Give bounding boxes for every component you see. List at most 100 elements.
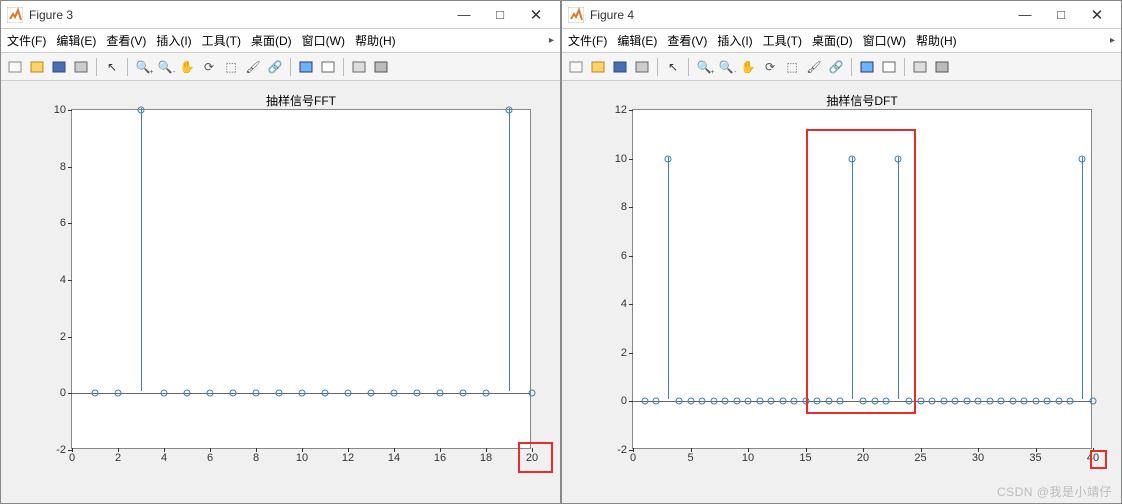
menu-item[interactable]: 编辑(E)	[56, 32, 96, 49]
minimize-button[interactable]: —	[1007, 3, 1043, 27]
title-bar[interactable]: Figure 3 — □ ✕	[1, 1, 560, 29]
dock-icon[interactable]	[371, 57, 391, 77]
x-tick-mark	[440, 448, 441, 452]
matlab-icon	[568, 7, 584, 23]
menu-item[interactable]: 帮助(H)	[355, 32, 396, 49]
datacursor-icon[interactable]: ⬚	[782, 57, 802, 77]
toolbar-separator	[851, 58, 852, 76]
stem-marker	[1044, 398, 1051, 405]
zoom-out-icon[interactable]: 🔍-	[716, 57, 736, 77]
zoom-out-icon[interactable]: 🔍-	[155, 57, 175, 77]
datacursor-icon[interactable]: ⬚	[221, 57, 241, 77]
menu-item[interactable]: 文件(F)	[568, 32, 607, 49]
save-icon[interactable]	[49, 57, 69, 77]
y-tick-label: 10	[615, 153, 627, 165]
open-icon[interactable]	[588, 57, 608, 77]
stem-marker	[791, 398, 798, 405]
print-icon[interactable]	[71, 57, 91, 77]
save-icon[interactable]	[610, 57, 630, 77]
menu-overflow-icon[interactable]: ▸	[1110, 35, 1115, 46]
y-tick-label: -2	[617, 444, 627, 456]
legend-icon[interactable]	[318, 57, 338, 77]
pointer-icon[interactable]: ↖	[663, 57, 683, 77]
close-button[interactable]: ✕	[518, 3, 554, 27]
y-tick-mark	[629, 256, 633, 257]
stem-line	[1082, 157, 1083, 400]
colorbar-icon[interactable]	[296, 57, 316, 77]
maximize-button[interactable]: □	[1043, 3, 1079, 27]
minimize-button[interactable]: —	[446, 3, 482, 27]
axes[interactable]: 抽样信号FFT -2024681002468101214161820	[71, 109, 531, 449]
stem-marker	[230, 390, 237, 397]
x-tick-label: 5	[687, 452, 693, 464]
pointer-icon[interactable]: ↖	[102, 57, 122, 77]
x-tick-mark	[486, 448, 487, 452]
axes[interactable]: 抽样信号DFT -20246810120510152025303540	[632, 109, 1092, 449]
link-icon[interactable]: 🔗	[826, 57, 846, 77]
y-tick-label: 2	[60, 331, 66, 343]
stem-marker	[115, 390, 122, 397]
zoom-in-icon[interactable]: 🔍+	[694, 57, 714, 77]
menu-item[interactable]: 工具(T)	[202, 32, 241, 49]
menu-item[interactable]: 桌面(D)	[251, 32, 292, 49]
new-icon[interactable]	[566, 57, 586, 77]
x-tick-label: 25	[914, 452, 926, 464]
stem-marker	[529, 390, 536, 397]
y-tick-mark	[68, 223, 72, 224]
menu-item[interactable]: 工具(T)	[763, 32, 802, 49]
menu-item[interactable]: 桌面(D)	[812, 32, 853, 49]
toolbar-separator	[904, 58, 905, 76]
stem-marker	[929, 398, 936, 405]
menu-item[interactable]: 插入(I)	[717, 32, 752, 49]
colorbar-icon[interactable]	[857, 57, 877, 77]
hide-icon[interactable]	[910, 57, 930, 77]
y-tick-mark	[68, 337, 72, 338]
stem-marker	[1067, 398, 1074, 405]
link-icon[interactable]: 🔗	[265, 57, 285, 77]
rotate-icon[interactable]: ⟳	[199, 57, 219, 77]
menu-item[interactable]: 帮助(H)	[916, 32, 957, 49]
x-tick-label: 18	[480, 452, 492, 464]
menu-item[interactable]: 查看(V)	[106, 32, 146, 49]
window-title: Figure 3	[29, 8, 446, 22]
print-icon[interactable]	[632, 57, 652, 77]
menu-overflow-icon[interactable]: ▸	[549, 35, 554, 46]
menu-item[interactable]: 窗口(W)	[302, 32, 345, 49]
stem-marker	[322, 390, 329, 397]
figure-window-1: Figure 3 — □ ✕ 文件(F) 编辑(E) 查看(V) 插入(I) 工具(T)…	[0, 0, 561, 504]
x-tick-label: 20	[526, 452, 538, 464]
stem-marker	[975, 398, 982, 405]
menu-item[interactable]: 窗口(W)	[863, 32, 906, 49]
brush-icon[interactable]: 🖌	[243, 57, 263, 77]
open-icon[interactable]	[27, 57, 47, 77]
y-tick-mark	[68, 167, 72, 168]
x-tick-label: 2	[115, 452, 121, 464]
pan-icon[interactable]: ✋	[738, 57, 758, 77]
pan-icon[interactable]: ✋	[177, 57, 197, 77]
stem-marker	[768, 398, 775, 405]
title-bar[interactable]: Figure 4 — □ ✕	[562, 1, 1121, 29]
brush-icon[interactable]: 🖌	[804, 57, 824, 77]
menu-item[interactable]: 查看(V)	[667, 32, 707, 49]
menu-item[interactable]: 文件(F)	[7, 32, 46, 49]
stem-marker	[1090, 398, 1097, 405]
y-tick-mark	[629, 401, 633, 402]
menu-item[interactable]: 编辑(E)	[617, 32, 657, 49]
close-button[interactable]: ✕	[1079, 3, 1115, 27]
maximize-button[interactable]: □	[482, 3, 518, 27]
x-tick-label: 35	[1029, 452, 1041, 464]
stem-marker	[998, 398, 1005, 405]
zoom-in-icon[interactable]: 🔍+	[133, 57, 153, 77]
stem-marker	[299, 390, 306, 397]
x-tick-label: 8	[253, 452, 259, 464]
stem-marker	[733, 398, 740, 405]
rotate-icon[interactable]: ⟳	[760, 57, 780, 77]
stem-marker	[641, 398, 648, 405]
legend-icon[interactable]	[879, 57, 899, 77]
menu-item[interactable]: 插入(I)	[156, 32, 191, 49]
y-tick-label: 12	[615, 104, 627, 116]
stem-marker	[837, 398, 844, 405]
new-icon[interactable]	[5, 57, 25, 77]
dock-icon[interactable]	[932, 57, 952, 77]
hide-icon[interactable]	[349, 57, 369, 77]
